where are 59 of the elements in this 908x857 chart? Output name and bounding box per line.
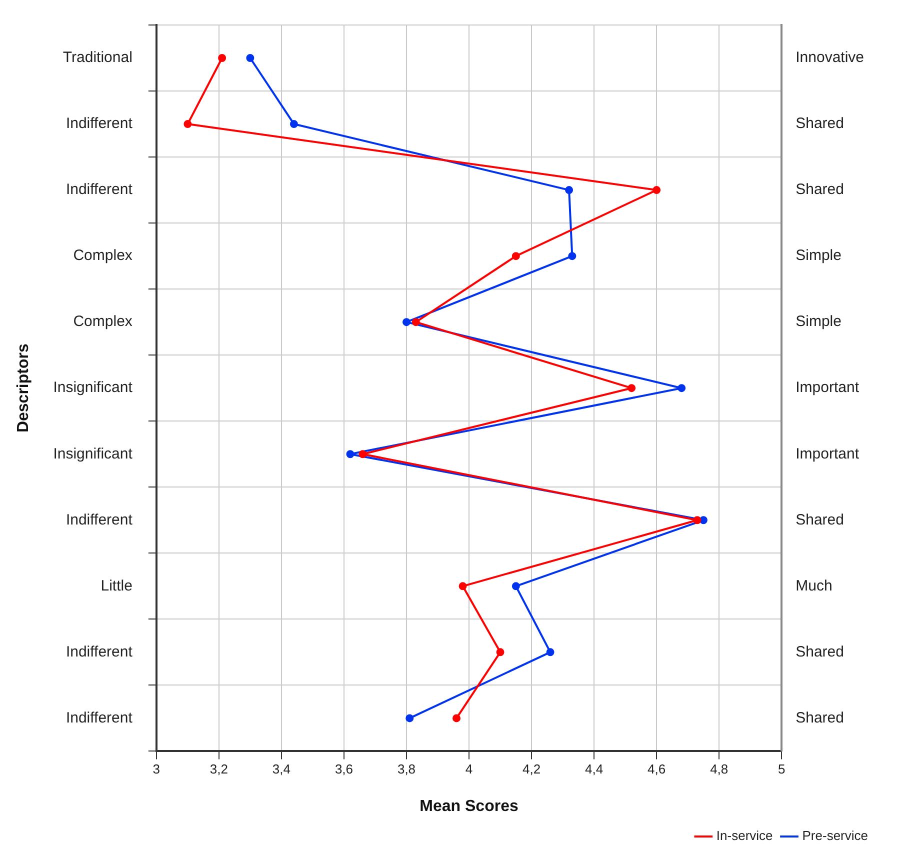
x-tick-label: 4,8 [710, 762, 728, 777]
y-tick-label: Indifferent [66, 511, 134, 528]
point [346, 450, 354, 458]
y2-tick-label: Important [796, 445, 860, 462]
y2-tick-label: Much [796, 577, 832, 594]
y2-tick-label: Shared [796, 643, 844, 660]
y-tick-label: Complex [73, 313, 133, 330]
point [699, 516, 708, 524]
point [512, 582, 520, 590]
point [458, 582, 467, 590]
x-tick-label: 4,2 [522, 762, 541, 777]
x-tick-label: 3,8 [397, 762, 416, 777]
point [452, 714, 461, 722]
point [406, 714, 414, 722]
y-tick-label: Little [100, 577, 132, 594]
point [184, 120, 192, 128]
legend-label: Pre-service [802, 828, 868, 844]
legend-label: In-service [716, 828, 773, 844]
x-tick-label: 3,6 [334, 762, 354, 777]
point [628, 384, 636, 392]
point [678, 384, 686, 392]
y-tick-label: Indifferent [66, 115, 134, 132]
y-tick-label: Indifferent [66, 643, 134, 660]
point [512, 252, 520, 260]
point [290, 120, 298, 128]
y-tick-label: Complex [73, 247, 133, 264]
y2-tick-label: Simple [796, 247, 842, 264]
point [358, 450, 367, 458]
y-tick-label: Insignificant [53, 379, 134, 396]
x-axis-title: Mean Scores [420, 798, 518, 815]
y2-tick-label: Innovative [796, 49, 864, 66]
point [402, 318, 410, 326]
x-tick-label: 4,4 [585, 762, 604, 777]
point [246, 54, 254, 62]
point [218, 54, 226, 62]
y-tick-label: Insignificant [53, 445, 134, 462]
x-tick-label: 3,2 [210, 762, 228, 777]
point [496, 648, 504, 656]
y-axis-title: Descriptors [15, 344, 32, 433]
y-tick-label: Indifferent [66, 181, 134, 198]
point [652, 186, 661, 194]
y2-tick-label: Important [796, 379, 860, 396]
point [565, 186, 574, 194]
point [412, 318, 420, 326]
point [693, 516, 702, 524]
y2-tick-label: Shared [796, 181, 844, 198]
x-tick-label: 3,4 [272, 762, 290, 777]
x-tick-label: 3 [152, 762, 160, 777]
y2-tick-label: Simple [796, 313, 842, 330]
x-tick-label: 4 [465, 762, 473, 777]
y-tick-label: Indifferent [66, 709, 134, 726]
x-tick-label: 5 [778, 762, 786, 777]
y-tick-label: Traditional [62, 49, 132, 66]
y2-tick-label: Shared [796, 511, 844, 528]
point [546, 648, 554, 656]
point [568, 252, 576, 260]
y2-tick-label: Shared [796, 115, 844, 132]
y2-tick-label: Shared [796, 709, 844, 726]
x-tick-label: 4,6 [648, 762, 666, 777]
